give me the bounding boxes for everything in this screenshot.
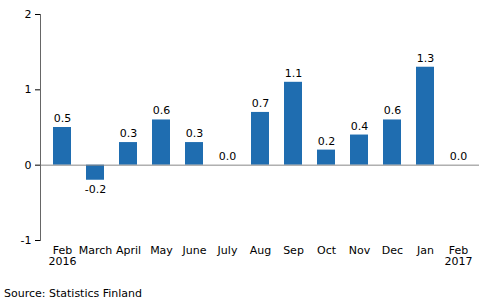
- svg-text:March: March: [79, 244, 113, 257]
- svg-text:0.6: 0.6: [384, 104, 402, 117]
- svg-text:2: 2: [25, 8, 32, 21]
- svg-text:0: 0: [25, 159, 32, 172]
- svg-text:1: 1: [25, 83, 32, 96]
- svg-text:0.4: 0.4: [351, 120, 369, 133]
- svg-text:1.3: 1.3: [417, 52, 435, 65]
- svg-text:0.5: 0.5: [54, 112, 72, 125]
- svg-text:June: June: [182, 244, 207, 257]
- html-text:Source: Statistics Finland: Source: Statistics Finland: [4, 287, 143, 300]
- svg-text:1.1: 1.1: [285, 67, 303, 80]
- svg-text:Feb2017: Feb2017: [445, 244, 473, 268]
- svg-text:Dec: Dec: [382, 244, 403, 257]
- svg-text:-0.2: -0.2: [85, 183, 106, 196]
- svg-text:April: April: [116, 244, 141, 257]
- svg-text:-1: -1: [21, 234, 32, 247]
- svg-text:July: July: [217, 244, 238, 257]
- svg-text:0.0: 0.0: [219, 150, 237, 163]
- svg-text:Jan: Jan: [416, 244, 434, 257]
- svg-text:0.7: 0.7: [252, 97, 270, 110]
- svg-text:Oct: Oct: [317, 244, 337, 257]
- svg-text:0.3: 0.3: [120, 127, 138, 140]
- svg-text:0.3: 0.3: [186, 127, 204, 140]
- svg-text:0.2: 0.2: [318, 135, 336, 148]
- svg-text:Feb2016: Feb2016: [49, 244, 77, 268]
- svg-text:Aug: Aug: [250, 244, 271, 257]
- svg-text:0.6: 0.6: [153, 104, 171, 117]
- svg-text:May: May: [150, 244, 173, 257]
- svg-text:Nov: Nov: [349, 244, 371, 257]
- svg-text:Sep: Sep: [283, 244, 304, 257]
- svg-text:0.0: 0.0: [450, 150, 468, 163]
